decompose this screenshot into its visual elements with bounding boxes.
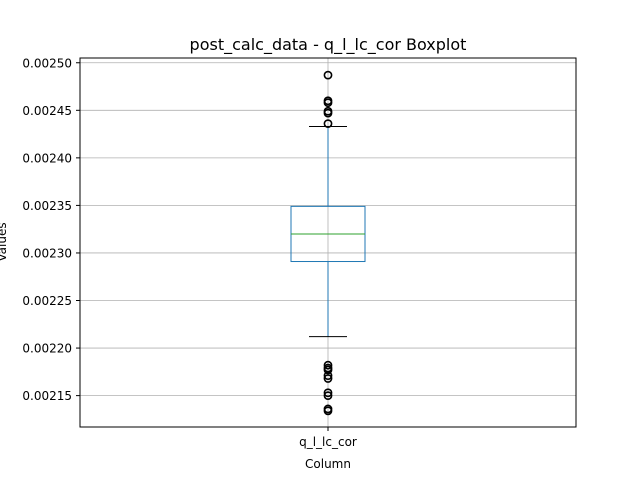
outlier-point [323, 391, 333, 401]
y-tick-label: 0.00240 [22, 151, 72, 165]
y-tick-label: 0.00250 [22, 56, 72, 70]
y-tick-label: 0.00215 [22, 389, 72, 403]
y-axis: 0.00215 0.00220 0.00225 0.00230 0.00235 0.002… [22, 56, 80, 403]
x-axis-label: Column [305, 457, 351, 471]
y-tick-label: 0.00245 [22, 104, 72, 118]
outlier-point [323, 108, 333, 118]
y-tick-label: 0.00225 [22, 294, 72, 308]
outlier-point [323, 388, 333, 398]
outlier-point [323, 371, 333, 381]
chart-title: post_calc_data - q_l_lc_cor Boxplot [190, 35, 467, 55]
outlier-point [323, 374, 333, 383]
y-tick-label: 0.00220 [22, 342, 72, 356]
y-tick-label: 0.00235 [22, 199, 72, 213]
y-axis-label: Values [0, 222, 9, 261]
marks [290, 70, 366, 416]
x-axis: q_l_lc_cor [299, 427, 357, 449]
outlier-point [323, 406, 333, 416]
y-tick-label: 0.00230 [22, 246, 72, 260]
outlier-point [323, 98, 333, 108]
outlier-point [323, 360, 333, 370]
outlier-point [323, 119, 333, 129]
outlier-point [323, 365, 333, 375]
x-tick-label: q_l_lc_cor [299, 435, 357, 449]
outlier-point [323, 70, 333, 80]
